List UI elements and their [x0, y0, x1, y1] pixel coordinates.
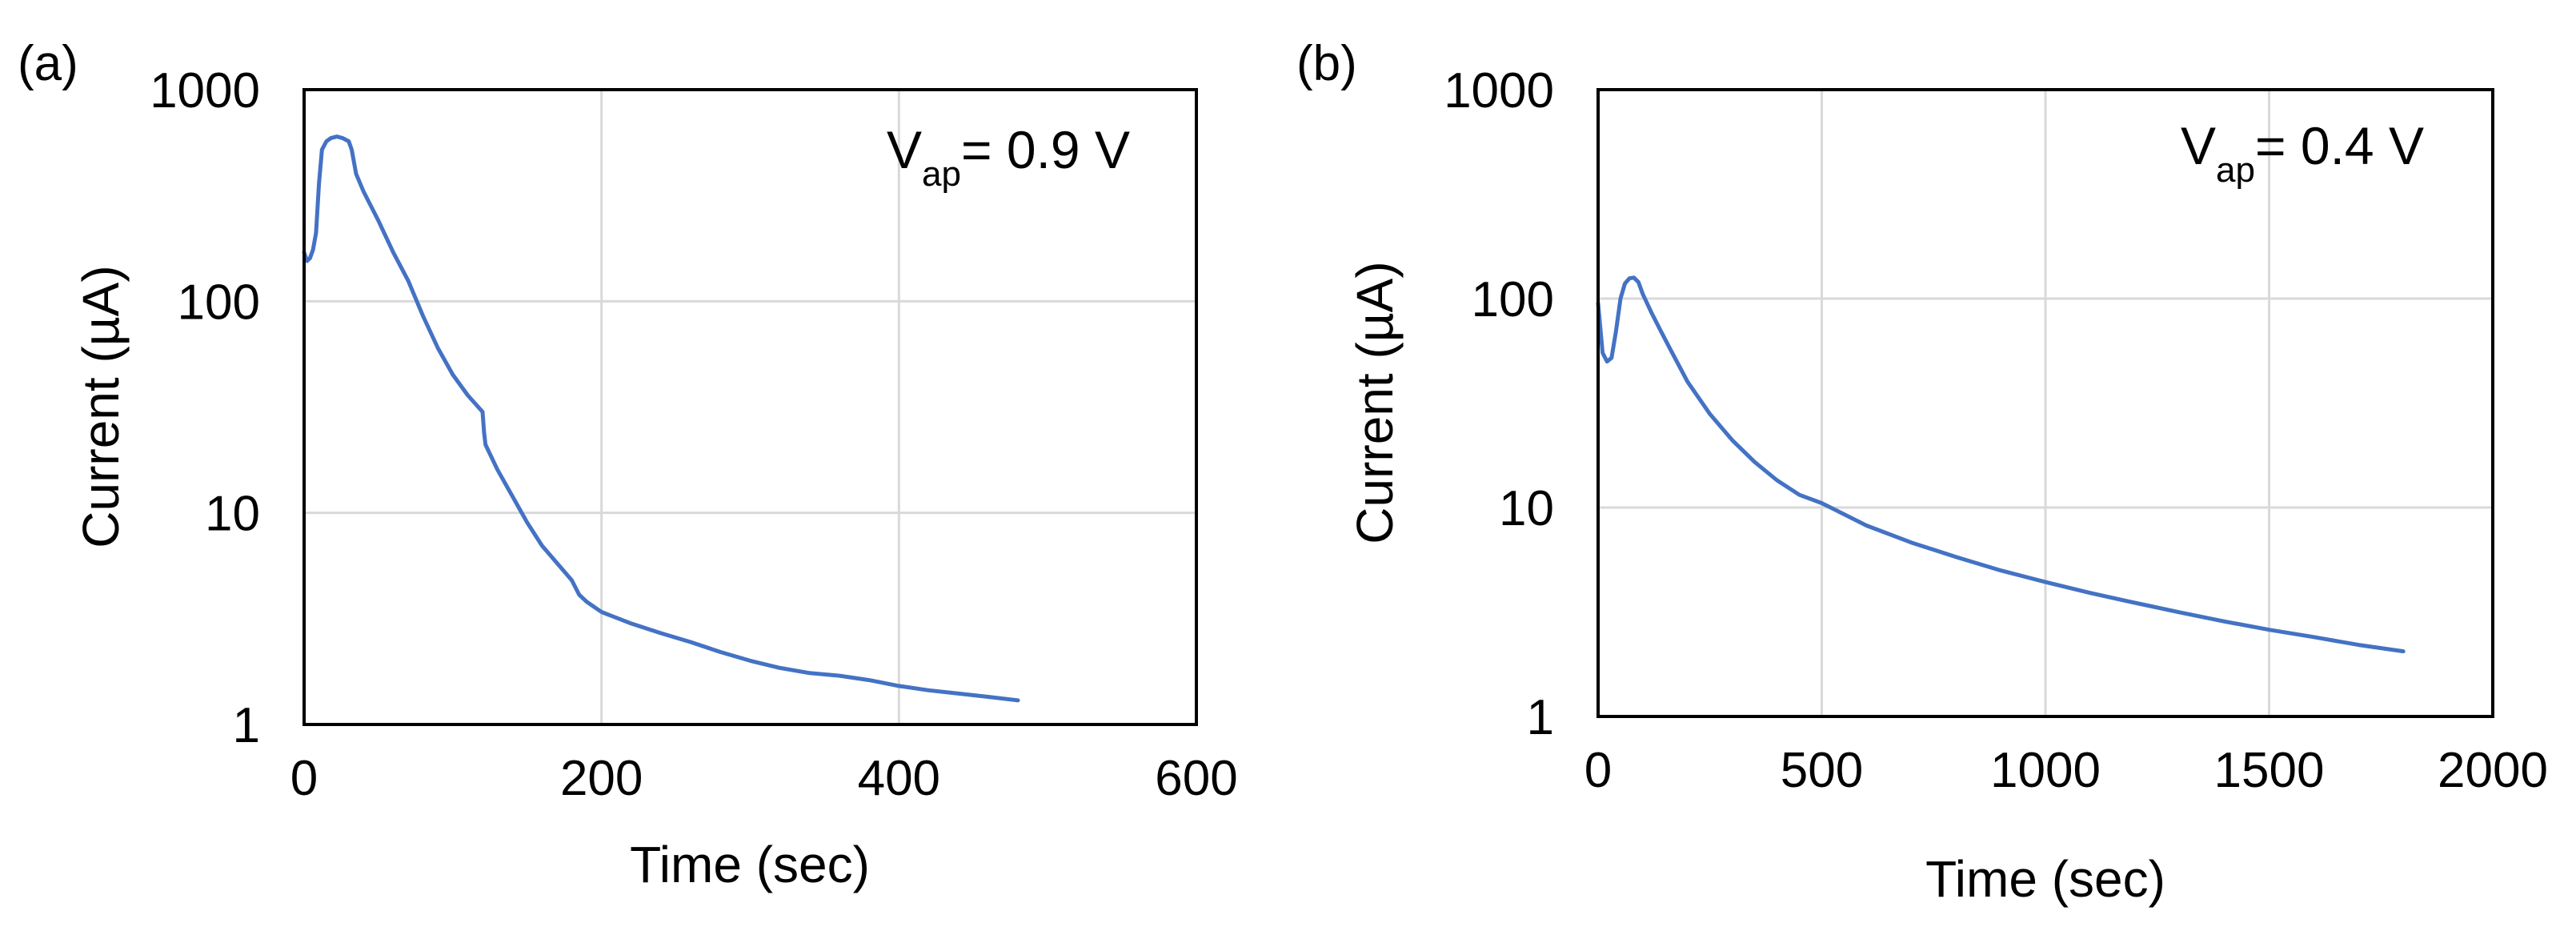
panel-b-x-gridlines [1821, 90, 2270, 716]
panel-b-x-tick-label-2000: 2000 [2438, 743, 2548, 798]
panel-a-plot-area [302, 88, 1198, 726]
panel-a-annotation-rest: = 0.9 V [961, 120, 1130, 179]
panel-b-annotation: Vap= 0.4 V [2181, 116, 2424, 190]
panel-b-y-tick-label-1000: 1000 [1444, 63, 1554, 118]
panel-b-annotation-rest: = 0.4 V [2255, 116, 2424, 175]
panel-a-y-axis-title: Current (µA) [72, 265, 130, 548]
panel-b-y-tick-label-1: 1 [1527, 690, 1554, 745]
panel-a-x-tick-label-0: 0 [290, 751, 318, 806]
panel-a-annotation-sub: ap [922, 154, 961, 194]
panel-b-x-tick-label-500: 500 [1781, 743, 1863, 798]
panel-a: (a) 0 200 400 600 1 10 100 1000 Time (sec) Cur… [18, 36, 1238, 893]
panel-a-x-tick-labels: 0 200 400 600 [290, 751, 1238, 806]
panel-a-annotation: Vap= 0.9 V [887, 120, 1130, 194]
panel-a-x-axis-title: Time (sec) [630, 836, 870, 893]
panel-b-y-tick-labels: 1 10 100 1000 [1444, 63, 1554, 745]
panel-a-annotation-main: V [887, 120, 922, 179]
panel-b-x-tick-label-1500: 1500 [2214, 743, 2325, 798]
panel-a-x-tick-label-600: 600 [1155, 751, 1237, 806]
panel-b-y-gridlines [1598, 297, 2493, 509]
panel-b: (b) 0 500 1000 1500 2000 1 10 100 1000 Time (se… [1296, 36, 2548, 908]
panel-b-x-tick-label-0: 0 [1584, 743, 1612, 798]
panel-b-annotation-sub: ap [2216, 150, 2255, 190]
panel-b-y-axis-title: Current (µA) [1346, 261, 1404, 544]
panel-a-y-tick-label-1: 1 [233, 698, 260, 753]
panel-a-y-tick-label-10: 10 [205, 487, 260, 542]
panel-a-x-tick-label-400: 400 [858, 751, 940, 806]
panel-a-x-gridlines [600, 90, 900, 724]
panel-b-y-tick-label-100: 100 [1472, 272, 1554, 327]
panel-b-annotation-main: V [2181, 116, 2216, 175]
panel-b-x-axis-title: Time (sec) [1925, 850, 2165, 908]
panel-a-y-tick-labels: 1 10 100 1000 [150, 63, 260, 753]
panel-b-x-tick-label-1000: 1000 [1990, 743, 2101, 798]
panel-b-x-tick-labels: 0 500 1000 1500 2000 [1584, 743, 2548, 798]
panel-a-y-tick-label-100: 100 [178, 275, 260, 330]
panel-a-y-tick-label-1000: 1000 [150, 63, 260, 118]
panel-a-x-tick-label-200: 200 [560, 751, 643, 806]
panel-a-y-gridlines [304, 299, 1196, 515]
panel-b-series-line [1596, 275, 2406, 654]
panel-a-label: (a) [18, 36, 78, 91]
panel-b-plot-area [1596, 88, 2494, 718]
panel-a-series-line [302, 134, 1020, 703]
panel-b-y-tick-label-10: 10 [1499, 481, 1554, 536]
panel-b-label: (b) [1296, 36, 1357, 91]
